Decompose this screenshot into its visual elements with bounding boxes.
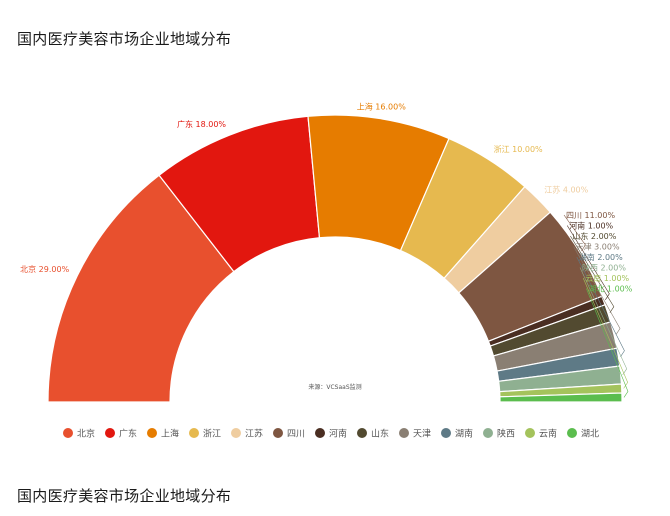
slice-label-广东: 广东 18.00% <box>177 119 226 129</box>
slice-label-天津: 天津 3.00% <box>576 242 620 252</box>
legend-marker-广东 <box>105 428 115 438</box>
leader-line-湖北 <box>586 288 629 398</box>
legend-marker-云南 <box>525 428 535 438</box>
legend-label-北京: 北京 <box>77 428 95 440</box>
legend-item-湖北[interactable]: 湖北 <box>567 428 599 440</box>
legend-item-天津[interactable]: 天津 <box>399 428 431 440</box>
legend-marker-湖南 <box>441 428 451 438</box>
leader-line-天津 <box>573 246 621 335</box>
half-donut-chart: 北京 29.00% 广东 18.00% 上海 16.00% 浙江 10.00% 江苏 4… <box>20 102 633 440</box>
legend-label-江苏: 江苏 <box>245 428 263 440</box>
legend-marker-湖北 <box>567 428 577 438</box>
legend-marker-天津 <box>399 428 409 438</box>
legend: 北京 广东 上海 浙江 江苏 四川 河南 山东 天津 湖南 陕西 云南 湖北 <box>63 428 599 440</box>
slice-label-浙江: 浙江 10.00% <box>494 144 543 154</box>
slices-group <box>47 114 623 403</box>
legend-label-云南: 云南 <box>539 428 557 440</box>
legend-marker-河南 <box>315 428 325 438</box>
legend-marker-江苏 <box>231 428 241 438</box>
legend-label-广东: 广东 <box>119 428 137 440</box>
slice-label-云南: 云南 1.00% <box>585 273 629 283</box>
chart-source: 来源：VCSaaS监测 <box>308 383 361 391</box>
leader-line-陕西 <box>579 267 628 375</box>
legend-marker-陕西 <box>483 428 493 438</box>
legend-label-四川: 四川 <box>287 430 305 440</box>
slice-label-湖南: 湖南 2.00% <box>579 252 623 262</box>
legend-marker-四川 <box>273 428 283 438</box>
legend-marker-山东 <box>357 428 367 438</box>
slice-label-河南: 河南 1.00% <box>569 221 613 231</box>
legend-marker-上海 <box>147 428 157 438</box>
legend-item-四川[interactable]: 四川 <box>273 428 305 440</box>
legend-label-天津: 天津 <box>413 429 431 440</box>
legend-label-上海: 上海 <box>161 428 179 440</box>
legend-item-上海[interactable]: 上海 <box>147 428 179 440</box>
legend-item-江苏[interactable]: 江苏 <box>231 428 263 440</box>
chart-title-top: 国内医疗美容市场企业地域分布 <box>17 30 232 48</box>
legend-label-河南: 河南 <box>329 428 347 440</box>
legend-item-陕西[interactable]: 陕西 <box>483 428 515 440</box>
legend-item-云南[interactable]: 云南 <box>525 428 557 440</box>
leader-line-四川 <box>563 214 586 252</box>
legend-label-浙江: 浙江 <box>203 428 221 440</box>
slice-label-陕西: 陕西 2.00% <box>582 263 626 273</box>
leader-line-河南 <box>566 225 610 301</box>
chart-title-bottom: 国内医疗美容市场企业地域分布 <box>17 487 232 505</box>
legend-item-河南[interactable]: 河南 <box>315 428 347 440</box>
slice-label-江苏: 江苏 4.00% <box>544 185 588 195</box>
slice-label-上海: 上海 16.00% <box>357 102 406 112</box>
slice-label-北京: 北京 29.00% <box>20 264 69 274</box>
legend-item-浙江[interactable]: 浙江 <box>189 428 221 440</box>
leader-line-山东 <box>570 235 615 313</box>
leader-line-云南 <box>582 277 629 389</box>
legend-label-湖北: 湖北 <box>581 429 599 440</box>
legend-label-湖南: 湖南 <box>455 428 473 440</box>
legend-item-山东[interactable]: 山东 <box>357 428 389 440</box>
legend-item-北京[interactable]: 北京 <box>63 428 95 440</box>
slice-湖北[interactable] <box>499 392 623 403</box>
legend-label-陕西: 陕西 <box>497 428 515 440</box>
labels-group: 北京 29.00% 广东 18.00% 上海 16.00% 浙江 10.00% 江苏 4… <box>20 102 633 398</box>
legend-item-湖南[interactable]: 湖南 <box>441 428 473 440</box>
slice-label-湖北: 湖北 1.00% <box>588 285 632 294</box>
legend-marker-浙江 <box>189 428 199 438</box>
slice-label-四川: 四川 11.00% <box>566 211 615 220</box>
legend-item-广东[interactable]: 广东 <box>105 428 137 440</box>
leader-line-湖南 <box>576 256 625 357</box>
legend-label-山东: 山东 <box>371 428 389 440</box>
legend-marker-北京 <box>63 428 73 438</box>
slice-label-山东: 山东 2.00% <box>572 231 616 241</box>
